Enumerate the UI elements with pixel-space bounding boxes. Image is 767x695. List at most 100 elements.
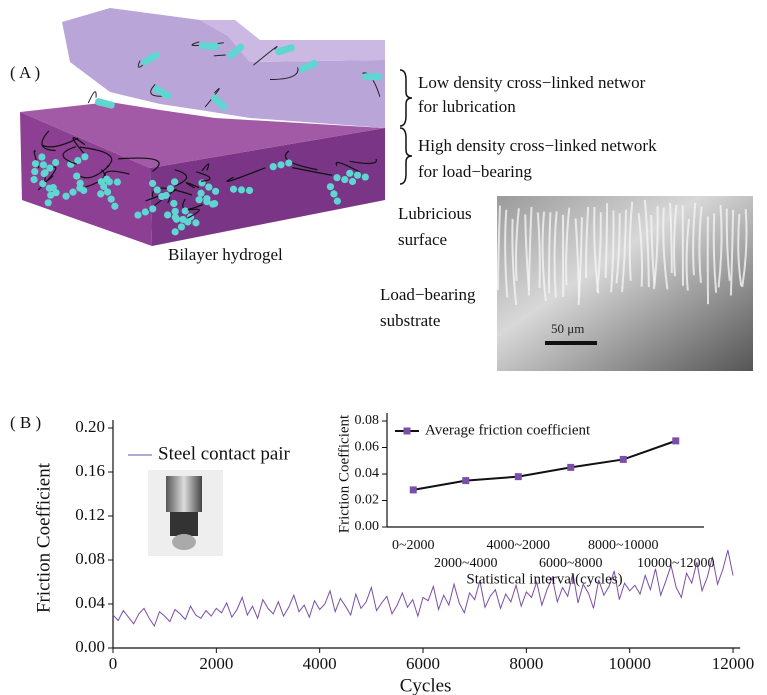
annotation: surface — [398, 230, 447, 249]
x-tick-label: 2000 — [199, 654, 233, 673]
bead — [46, 164, 53, 171]
bead — [164, 211, 171, 218]
bead — [81, 153, 88, 160]
bead — [77, 180, 84, 187]
bead — [238, 186, 245, 193]
bead — [270, 163, 277, 170]
bead — [362, 73, 382, 80]
bracket — [400, 70, 412, 126]
bead — [73, 172, 80, 179]
annotation: High density cross−linked network — [418, 136, 657, 155]
page: ( A ) Low density cross−linked networ fo… — [0, 0, 767, 695]
bead — [47, 192, 54, 199]
bead — [330, 190, 337, 197]
data-marker — [515, 473, 522, 480]
bead — [230, 186, 237, 193]
bead — [246, 187, 253, 194]
annotation: Lubricious — [398, 204, 472, 223]
bead — [97, 190, 104, 197]
bead — [69, 189, 76, 196]
bead — [182, 207, 189, 214]
bead — [142, 208, 149, 215]
y-tick-label: 0.00 — [355, 519, 380, 534]
bead — [341, 176, 348, 183]
y-tick-label: 0.06 — [355, 440, 380, 455]
annotation: Low density cross−linked networ — [418, 73, 646, 92]
y-tick-label: 0.00 — [75, 637, 105, 656]
x-tick-label: 0 — [109, 654, 118, 673]
x-tick-label: 6000~8000 — [539, 556, 603, 571]
bead — [170, 200, 177, 207]
bead — [172, 214, 179, 221]
bead — [30, 176, 37, 183]
photo-part — [166, 476, 202, 512]
x-tick-label: 10000~12000 — [637, 556, 715, 571]
data-marker — [462, 477, 469, 484]
bead — [184, 218, 191, 225]
bead — [172, 228, 179, 235]
y-axis-label: Friction Coefficient — [33, 462, 54, 613]
bead — [199, 42, 219, 50]
bead — [285, 159, 292, 166]
bead — [178, 223, 185, 230]
bead — [108, 196, 115, 203]
legend-label: Average friction coefficient — [425, 422, 591, 438]
bead — [41, 170, 48, 177]
bead — [277, 161, 284, 168]
x-axis-label: Cycles — [400, 675, 452, 695]
hydrogel-illustration — [20, 8, 385, 246]
y-tick-label: 0.20 — [75, 417, 105, 436]
bead — [327, 183, 334, 190]
photo-part — [170, 512, 198, 536]
bead — [114, 178, 121, 185]
bead — [171, 178, 178, 185]
photo-part — [172, 534, 196, 550]
y-tick-label: 0.04 — [355, 466, 380, 481]
network-strand — [88, 92, 96, 103]
x-tick-label: 4000 — [303, 654, 337, 673]
x-tick-label: 10000 — [608, 654, 651, 673]
bead — [362, 173, 369, 180]
data-marker — [672, 437, 679, 444]
bead — [167, 185, 174, 192]
panel-label: ( A ) — [10, 63, 40, 82]
bead — [197, 190, 204, 197]
bead — [212, 188, 219, 195]
x-tick-label: 6000 — [406, 654, 440, 673]
bead — [38, 153, 45, 160]
annotation: for lubrication — [418, 97, 516, 116]
bead — [45, 199, 52, 206]
figure: ( A ) Low density cross−linked networ fo… — [0, 0, 767, 695]
x-tick-label: 0~2000 — [392, 538, 435, 553]
data-marker — [410, 486, 417, 493]
bead — [50, 184, 57, 191]
x-axis-label: Statistical interval(cycles) — [466, 571, 622, 587]
bead — [192, 219, 199, 226]
bead — [195, 196, 202, 203]
annotation: for load−bearing — [418, 162, 532, 181]
y-axis-label: Friction Coefficient — [336, 414, 352, 533]
y-tick-label: 0.08 — [355, 413, 380, 428]
annotation: substrate — [380, 311, 440, 330]
bead — [205, 184, 212, 191]
bead — [349, 178, 356, 185]
annotation: Load−bearing — [380, 285, 476, 304]
bead — [333, 174, 340, 181]
x-tick-label: 8000~10000 — [588, 538, 659, 553]
y-tick-label: 0.04 — [75, 593, 105, 612]
bead — [209, 201, 216, 208]
bead — [80, 187, 87, 194]
scale-bar-label: 50 μm — [551, 321, 584, 336]
bead — [354, 172, 361, 179]
x-tick-label: 8000 — [509, 654, 543, 673]
data-marker — [620, 456, 627, 463]
bead — [52, 159, 59, 166]
bead — [111, 203, 118, 210]
legend-marker — [404, 428, 411, 435]
x-tick-label: 12000 — [712, 654, 755, 673]
x-tick-label: 4000~2000 — [486, 538, 550, 553]
data-line — [413, 441, 676, 490]
panel-label: ( B ) — [10, 413, 41, 432]
legend-label: Steel contact pair — [158, 443, 291, 464]
bead — [100, 183, 107, 190]
